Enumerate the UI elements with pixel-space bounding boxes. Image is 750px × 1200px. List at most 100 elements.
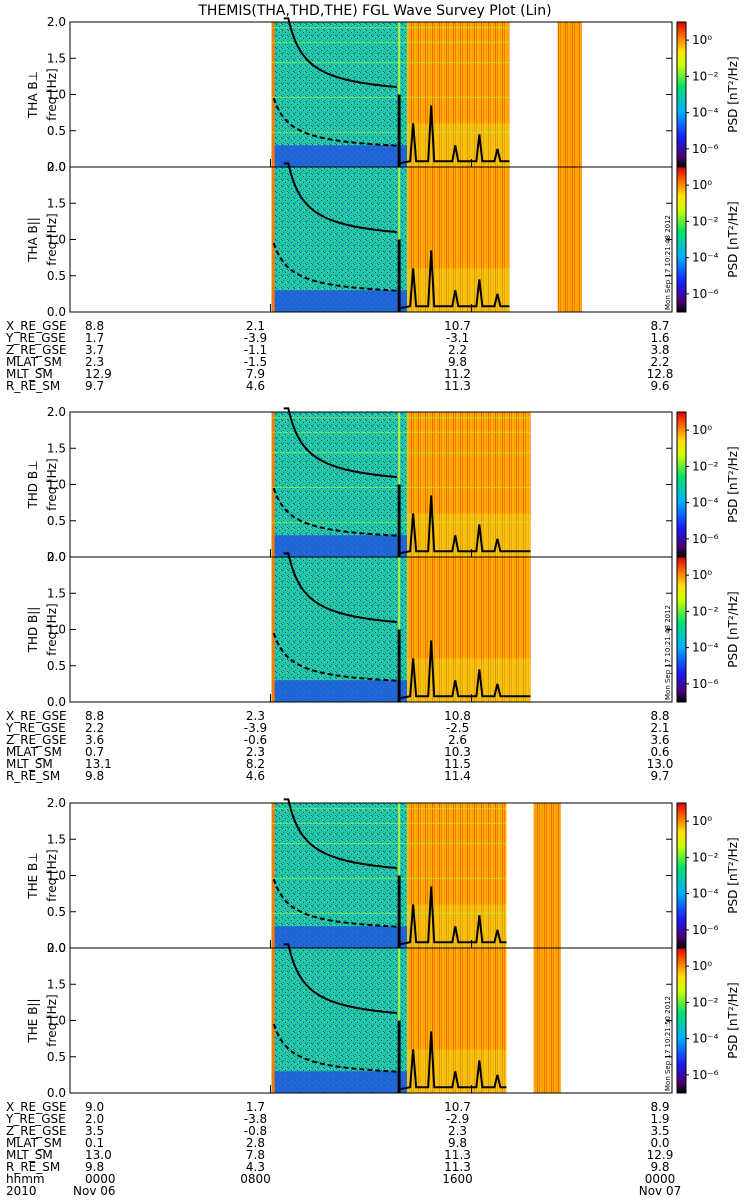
ephemeris-name: X_RE_GSE [6, 709, 67, 723]
colorbar-tick-label: 10⁰ [692, 33, 712, 47]
spectrogram-edge [271, 803, 275, 948]
spectrogram-late-texture [533, 803, 561, 948]
ephemeris-value: 9.8 [85, 1160, 104, 1174]
colorbar-tick-label: 10⁻⁴ [692, 641, 719, 655]
wave-activity-trace [398, 640, 531, 700]
y-tick-label: 2.0 [47, 550, 66, 564]
ephemeris-value: 13.1 [85, 757, 112, 771]
half-gyrofrequency-curve [272, 632, 397, 682]
ephemeris-value: 12.9 [647, 1148, 674, 1162]
ephemeris-value: 1.7 [246, 1100, 265, 1114]
timestamp-stamp: Mon Sep 17 10:21:48 2012 [664, 605, 672, 700]
panel-yaxis-label: freq [Hz] [45, 603, 59, 655]
ephemeris-value: 8.9 [650, 1100, 669, 1114]
ephemeris-value: -2.5 [446, 721, 469, 735]
colorbar-label: PSD [nT²/Hz] [726, 591, 740, 667]
ephemeris-value: 3.5 [650, 1124, 669, 1138]
wave-activity-trace [398, 250, 510, 310]
ephemeris-name: Z_RE_GSE [6, 343, 67, 357]
ephemeris-value: 11.4 [444, 769, 471, 783]
spectrogram-active-texture [407, 803, 507, 948]
y-tick-label: 0.0 [47, 550, 66, 564]
chart-title: THEMIS(THA,THD,THE) FGL Wave Survey Plot… [197, 3, 551, 19]
ephemeris-value: 13.0 [647, 757, 674, 771]
year-label: 2010 [6, 1184, 37, 1198]
ephemeris-name: X_RE_GSE [6, 319, 67, 333]
panel-ylabel: THE B⊥ [26, 852, 40, 899]
ephemeris-value: 4.6 [246, 379, 265, 393]
y-tick-label: 0.0 [47, 695, 66, 709]
timestamp-stamp: Mon Sep 17 10:21:48 2012 [664, 215, 672, 310]
ephemeris-value: 8.8 [650, 709, 669, 723]
y-tick-label: 1.0 [47, 869, 66, 883]
y-tick-label: 0.5 [47, 1050, 66, 1064]
colorbar-tick-label: 10⁰ [692, 959, 712, 973]
y-tick-label: 0.0 [47, 160, 66, 174]
ephemeris-value: 2.0 [85, 1112, 104, 1126]
ephemeris-value: 2.3 [246, 709, 265, 723]
half-gyrofrequency-curve [272, 487, 397, 537]
panel-ylabel: THE B|| [26, 998, 40, 1043]
panels: 0.0 0.5 1.0 1.5 2.0 THA B⊥ freq [Hz] 10⁰ 10⁻² 10⁻… [26, 15, 740, 1100]
half-gyrofrequency-curve [272, 878, 397, 928]
ephemeris-value: -1.1 [244, 343, 267, 357]
ephemeris-value: 8.8 [85, 709, 104, 723]
ephemeris-name: MLT_SM [6, 757, 53, 771]
ephemeris-value: -3.9 [244, 721, 267, 735]
ephemeris-value: 13.0 [85, 1148, 112, 1162]
time-tick-label: 0000 [645, 1172, 676, 1186]
spectrogram-low-band [271, 290, 408, 312]
ephemeris-value: 2.1 [246, 319, 265, 333]
ephemeris-value: 11.5 [444, 757, 471, 771]
spectrogram-active-low [407, 904, 507, 948]
spectrogram-noise [271, 167, 408, 312]
y-tick-label: 2.0 [47, 405, 66, 419]
spectrogram-noise [271, 948, 408, 1093]
spectrogram-edge [271, 412, 275, 557]
ephemeris-tha: X_RE_GSE 8.8 2.1 10.7 8.7 Y_RE_GSE 1.7 -3.9 -3.1… [5, 319, 673, 393]
spectrogram-late-texture [533, 948, 561, 1093]
y-tick-label: 1.0 [47, 233, 66, 247]
y-tick-label: 2.0 [47, 15, 66, 29]
colorbar [676, 411, 687, 558]
colorbar [676, 802, 687, 949]
ephemeris-value: -1.5 [244, 355, 267, 369]
ephemeris-value: 9.8 [650, 1160, 669, 1174]
time-tick-label: 0800 [240, 1172, 271, 1186]
colorbar-tick-label: 10⁻⁶ [692, 677, 719, 691]
spectrogram-low-band [271, 1071, 408, 1093]
ephemeris-value: 9.8 [448, 355, 467, 369]
panel-yaxis-label: freq [Hz] [45, 68, 59, 120]
ephemeris-value: 2.2 [650, 355, 669, 369]
ephemeris-value: 2.6 [448, 733, 467, 747]
colorbar-tick-label: 10⁻⁶ [692, 142, 719, 156]
ephemeris-value: 7.9 [246, 367, 265, 381]
ephemeris-value: 2.1 [650, 721, 669, 735]
ephemeris-value: 8.8 [85, 319, 104, 333]
y-tick-label: 1.0 [47, 623, 66, 637]
ephemeris-name: MLAT_SM [6, 1136, 62, 1150]
time-axis-label: hhmm [6, 1172, 45, 1186]
y-tick-label: 1.0 [47, 478, 66, 492]
colorbar-tick-label: 10⁻⁶ [692, 1068, 719, 1082]
colorbar-tick-label: 10⁻⁴ [692, 251, 719, 265]
ephemeris-name: Z_RE_GSE [6, 733, 67, 747]
ephemeris-value: 1.9 [650, 1112, 669, 1126]
spectrogram-active-texture [407, 557, 531, 702]
y-tick-label: 0.5 [47, 514, 66, 528]
ephemeris-value: 2.2 [85, 721, 104, 735]
ephemeris-name: R_RE_SM [6, 769, 60, 783]
ephemeris-value: -2.9 [446, 1112, 469, 1126]
ephemeris-value: 9.7 [85, 379, 104, 393]
ephemeris-name: MLT_SM [6, 1148, 53, 1162]
ephemeris-value: 9.8 [448, 1136, 467, 1150]
colorbar [676, 947, 687, 1094]
ephemeris-the: X_RE_GSE 9.0 1.7 10.7 8.9 Y_RE_GSE 2.0 -3.8 -2.9… [5, 1100, 673, 1174]
spectrogram-active-texture [407, 22, 510, 167]
ephemeris-name: R_RE_SM [6, 1160, 60, 1174]
ephemeris-name: MLT_SM [6, 367, 53, 381]
colorbar-tick-label: 10⁰ [692, 178, 712, 192]
y-tick-label: 1.5 [47, 51, 66, 65]
ephemeris-value: 3.6 [650, 733, 669, 747]
spectrogram-active-texture [407, 412, 531, 557]
